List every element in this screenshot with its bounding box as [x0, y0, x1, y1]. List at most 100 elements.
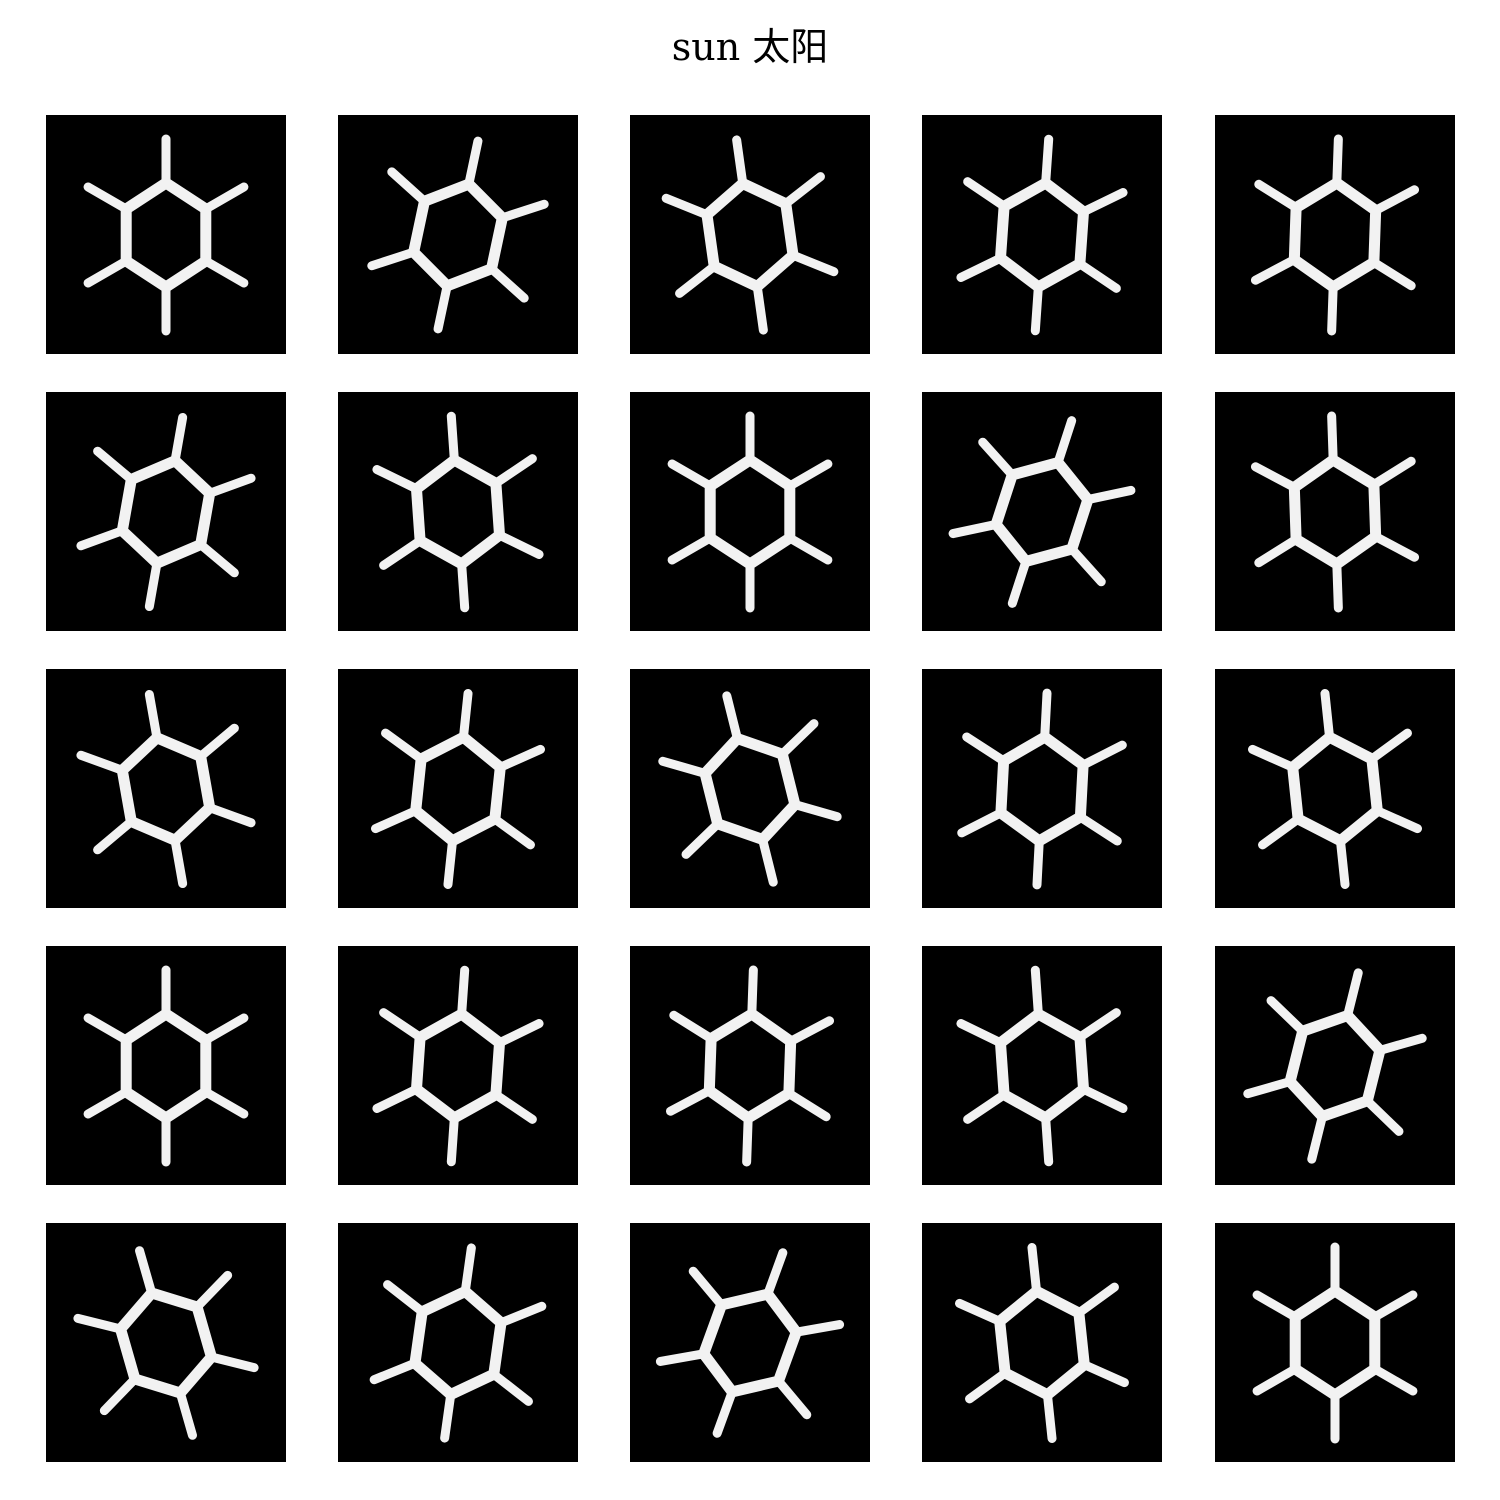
sun-ray — [688, 1266, 726, 1310]
sun-sketch-icon — [955, 1243, 1129, 1443]
sun-ray — [1250, 255, 1299, 285]
sun-ray — [1030, 282, 1043, 336]
sun-ray — [956, 1019, 1005, 1048]
sun-ray — [784, 1088, 831, 1122]
sun-ray — [1042, 1390, 1057, 1443]
sun-ray — [667, 459, 715, 491]
sun-ring — [1289, 1285, 1381, 1401]
sun-ray — [440, 1389, 456, 1443]
sun-ray — [1371, 185, 1420, 215]
sun-sketch-icon — [956, 134, 1128, 336]
sun-ray — [963, 1090, 1009, 1124]
sun-ray — [1332, 559, 1343, 613]
sun-ray — [790, 800, 842, 822]
sun-image-tile — [630, 115, 870, 354]
sun-sketch-icon — [956, 965, 1128, 1167]
sun-ray — [175, 1388, 197, 1440]
sun-ray — [1335, 836, 1350, 889]
sun-ray — [99, 1374, 140, 1416]
sun-ray — [1254, 534, 1301, 568]
sun-image-tile — [630, 1223, 870, 1462]
sun-ray — [387, 167, 429, 206]
sun-image-tile — [46, 669, 286, 908]
sun-sketch-icon — [369, 1243, 547, 1443]
sun-ring — [994, 1008, 1090, 1124]
sun-image-tile — [922, 946, 1162, 1185]
sun-ray — [457, 965, 470, 1019]
sun-ray — [1343, 968, 1363, 1021]
sun-ray — [681, 819, 723, 859]
sun-image-tile — [630, 392, 870, 631]
sun-ray — [1362, 1096, 1404, 1136]
sun-sketch-icon — [1250, 411, 1420, 613]
sun-ray — [83, 1013, 131, 1045]
sun-sketch-icon — [1248, 689, 1422, 889]
sun-ray — [201, 256, 249, 288]
sun-ray — [201, 1013, 249, 1045]
sun-sketch-icon — [372, 965, 544, 1167]
sun-ray — [446, 411, 459, 465]
sun-sketch-icon — [372, 411, 544, 613]
sun-ring — [1288, 177, 1382, 293]
sun-ray — [669, 1010, 716, 1044]
sun-image-tile — [922, 392, 1162, 631]
sun-image-tile — [1215, 669, 1455, 908]
sun-ray — [490, 814, 535, 850]
sun-ray — [675, 261, 719, 298]
sun-ray — [742, 1113, 753, 1167]
sun-image-tile — [1215, 392, 1455, 631]
sun-ray — [1027, 1243, 1042, 1296]
sun-sketch-icon — [655, 1248, 845, 1438]
sun-ray — [1372, 806, 1422, 834]
sun-ray — [93, 446, 136, 484]
sun-ray — [957, 808, 1006, 838]
sun-ray — [496, 1301, 547, 1328]
sun-ray — [1250, 462, 1299, 492]
sun-ray — [655, 1349, 709, 1366]
sun-ray — [206, 1352, 259, 1373]
sun-ray — [196, 723, 239, 761]
sun-sketch-icon — [948, 416, 1136, 608]
sun-ray — [747, 965, 758, 1019]
sun-ray — [379, 536, 425, 570]
sun-sketch-icon — [76, 412, 256, 612]
sun-ray — [135, 1246, 157, 1298]
sun-ray — [93, 817, 136, 855]
sun-ray — [83, 182, 131, 214]
sun-ray — [383, 1280, 427, 1317]
sun-ray — [1254, 179, 1301, 213]
sun-ray — [76, 526, 127, 551]
sun-ray — [73, 1313, 126, 1334]
sun-ray — [665, 1086, 714, 1116]
sun-image-tile — [630, 669, 870, 908]
sun-ray — [1053, 416, 1077, 468]
sun-ray — [372, 465, 421, 494]
sun-ray — [76, 750, 127, 775]
sun-image-tile — [338, 1223, 578, 1462]
sun-ray — [457, 559, 470, 613]
sun-ray — [1030, 965, 1043, 1019]
sun-ring — [120, 177, 212, 293]
sun-ring — [1288, 454, 1382, 570]
sun-ray — [722, 691, 742, 744]
sun-ray — [732, 135, 748, 189]
sun-ray — [1252, 1364, 1300, 1396]
sun-ray — [201, 182, 249, 214]
sun-ray — [785, 533, 833, 565]
sun-image-tile — [338, 669, 578, 908]
sun-ray — [1007, 556, 1031, 608]
sun-ray — [1041, 1113, 1054, 1167]
sun-ray — [1067, 544, 1106, 587]
sun-image-tile — [46, 1223, 286, 1462]
sun-ray — [491, 1090, 537, 1124]
sun-image-tile — [1215, 946, 1455, 1185]
sun-ray — [1266, 996, 1308, 1036]
sun-ray — [1083, 485, 1136, 505]
sun-ray — [460, 1243, 476, 1297]
sun-ray — [367, 247, 419, 271]
sun-ring — [703, 1008, 797, 1124]
sun-ray — [777, 719, 819, 759]
sun-sketch-icon — [371, 689, 545, 889]
sun-ray — [965, 1368, 1010, 1404]
sun-ray — [1320, 689, 1335, 742]
